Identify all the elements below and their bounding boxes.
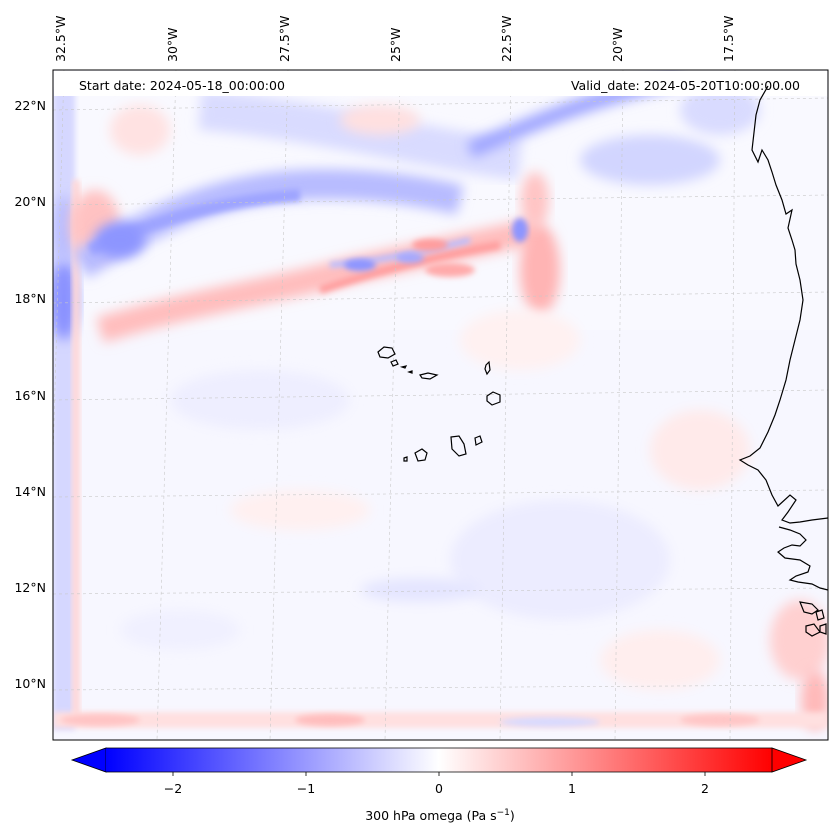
cbar-tick-label-neg1: −1 [296, 781, 316, 796]
african-coastline [738, 85, 829, 637]
lon-label-22.5W: 22.5°W [499, 15, 514, 62]
lat-label-22N: 22°N [14, 98, 46, 113]
left-edge-blue-band [53, 90, 75, 730]
lon-label-25W: 25°W [388, 27, 403, 62]
lat-label-18N: 18°N [14, 291, 46, 306]
lat-label-16N: 16°N [14, 388, 46, 403]
lon-label-17.5W: 17.5°W [721, 15, 736, 62]
colorbar-gradient [106, 748, 772, 772]
omega-field [53, 72, 828, 740]
gridlines [53, 70, 828, 740]
colorbar-extend-right [771, 747, 808, 773]
colorbar-extend-left [70, 747, 107, 773]
cbar-tick-label-neg2: −2 [163, 781, 183, 796]
lon-label-27.5W: 27.5°W [277, 15, 292, 62]
map-frame [52, 69, 829, 741]
start-date-label: Start date: 2024-05-18_00:00:00 [79, 78, 285, 93]
cbar-tick-label-1: 1 [568, 781, 576, 796]
lon-label-32.5W: 32.5°W [53, 15, 68, 62]
lon-label-20W: 20°W [610, 27, 625, 62]
cbar-tick-label-2: 2 [701, 781, 709, 796]
lat-label-12N: 12°N [14, 580, 46, 595]
lat-label-10N: 10°N [14, 676, 46, 691]
valid-date-label: Valid_date: 2024-05-20T10:00:00.00 [570, 78, 800, 93]
cape-verde-islands [377, 346, 501, 462]
lat-label-20N: 20°N [14, 194, 46, 209]
lat-label-14N: 14°N [14, 484, 46, 499]
bottom-edge-band [53, 712, 828, 728]
cbar-tick-label-0: 0 [435, 781, 443, 796]
colorbar-label: 300 hPa omega (Pa s−1) [365, 808, 515, 824]
info-strip [54, 71, 827, 96]
lon-label-30W: 30°W [165, 27, 180, 62]
colorbar [70, 747, 808, 776]
